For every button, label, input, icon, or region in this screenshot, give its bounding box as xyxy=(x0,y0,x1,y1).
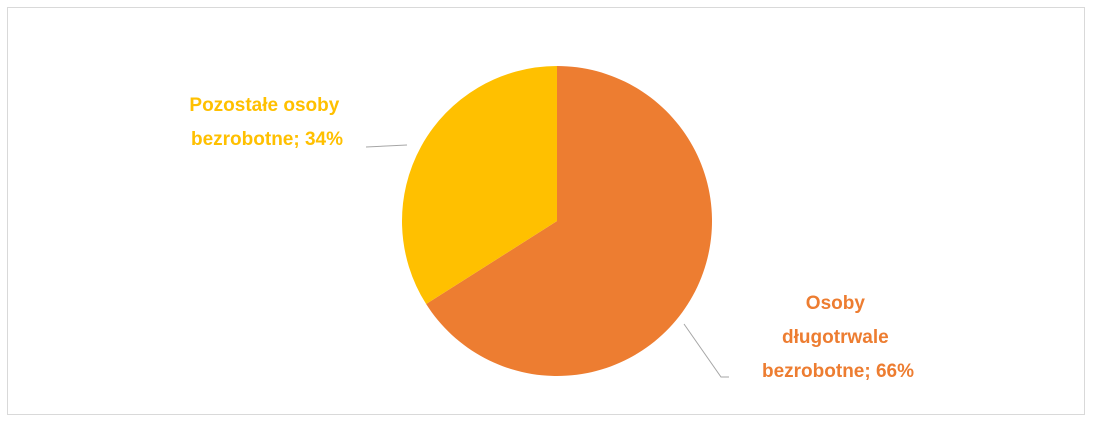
pie-slices xyxy=(402,65,712,376)
data-label-slice-1: Osoby długotrwale bezrobotne; 66% xyxy=(762,293,914,382)
data-label-slice-2-line-2: bezrobotne; 34% xyxy=(191,129,343,150)
data-label-slice-2: Pozostałe osoby bezrobotne; 34% xyxy=(189,95,344,150)
leader-line-1 xyxy=(683,323,729,378)
data-label-slice-1-line-3: bezrobotne; 66% xyxy=(762,361,914,382)
pie-slice-1 xyxy=(426,66,712,376)
data-label-slice-1-line-2: długotrwale xyxy=(782,327,889,348)
pie-slice-2 xyxy=(402,65,557,305)
leader-line-2 xyxy=(365,144,408,148)
data-label-slice-1-line-1: Osoby xyxy=(806,293,866,314)
leader-lines xyxy=(365,144,729,378)
data-label-slice-2-line-1: Pozostałe osoby xyxy=(189,95,339,116)
